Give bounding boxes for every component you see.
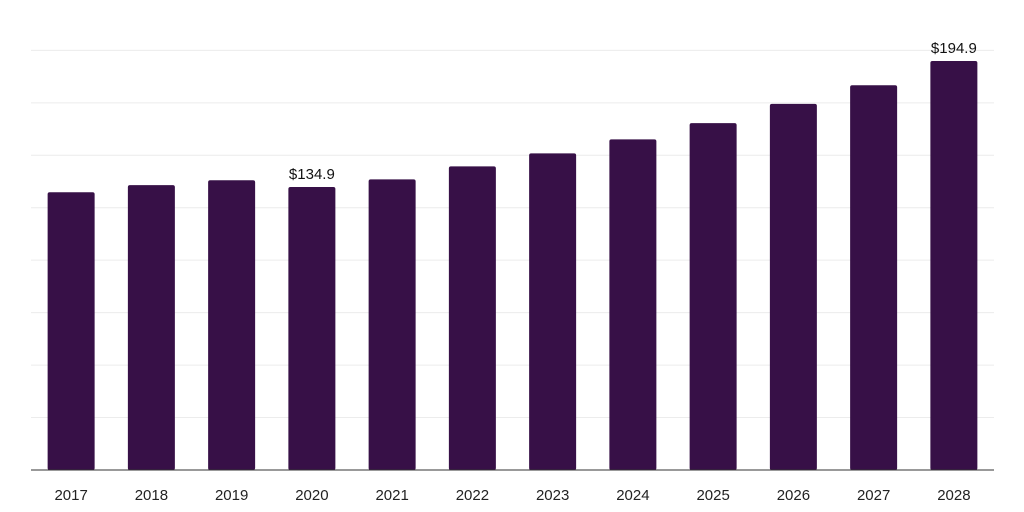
bar-2022	[448, 166, 496, 470]
bar-2024	[609, 139, 657, 471]
x-axis-ticks: 2017 2018 2019 2020 2021 2022 2023 2024 2025 2026…	[54, 487, 970, 504]
x-tick-label-2022: 2022	[456, 487, 489, 504]
bar-2017	[47, 192, 95, 471]
x-tick-label-2021: 2021	[375, 487, 408, 504]
x-tick-label-2026: 2026	[777, 487, 810, 504]
x-tick-label-2019: 2019	[215, 487, 248, 504]
gridlines	[31, 49, 994, 471]
bar-2027	[850, 85, 898, 470]
x-tick-label-2024: 2024	[616, 487, 649, 504]
bars	[47, 61, 978, 471]
bar-2019	[208, 180, 256, 470]
bar-2020	[288, 186, 336, 470]
bar-2018	[127, 185, 175, 470]
data-labels: $134.9 $194.9	[289, 40, 977, 183]
x-tick-label-2027: 2027	[857, 487, 890, 504]
bar-2025	[689, 123, 737, 471]
bar-2023	[529, 153, 577, 471]
data-label-2020: $134.9	[289, 166, 335, 183]
x-tick-label-2020: 2020	[295, 487, 328, 504]
x-tick-label-2025: 2025	[696, 487, 729, 504]
bar-2028	[930, 61, 978, 470]
bar-2021	[368, 179, 416, 470]
x-tick-label-2028: 2028	[937, 487, 970, 504]
x-tick-label-2023: 2023	[536, 487, 569, 504]
bar-2026	[769, 103, 817, 471]
data-label-2028: $194.9	[931, 40, 977, 57]
x-tick-label-2017: 2017	[54, 487, 87, 504]
x-tick-label-2018: 2018	[135, 487, 168, 504]
